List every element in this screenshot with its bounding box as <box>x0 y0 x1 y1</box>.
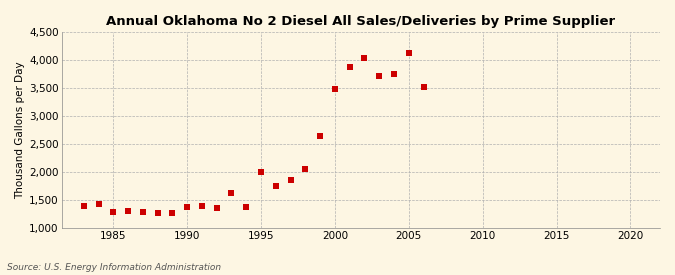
Point <box>359 56 370 60</box>
Point <box>167 211 178 216</box>
Point <box>138 210 148 214</box>
Point <box>78 204 89 208</box>
Point <box>404 51 414 56</box>
Point <box>108 210 119 214</box>
Point <box>256 170 267 174</box>
Point <box>182 205 192 209</box>
Point <box>241 205 252 209</box>
Title: Annual Oklahoma No 2 Diesel All Sales/Deliveries by Prime Supplier: Annual Oklahoma No 2 Diesel All Sales/De… <box>106 15 616 28</box>
Point <box>286 178 296 183</box>
Point <box>211 206 222 210</box>
Point <box>315 134 325 138</box>
Point <box>389 72 400 76</box>
Point <box>374 74 385 78</box>
Point <box>329 86 340 91</box>
Point <box>344 64 355 69</box>
Point <box>93 202 104 207</box>
Text: Source: U.S. Energy Information Administration: Source: U.S. Energy Information Administ… <box>7 263 221 272</box>
Point <box>123 209 134 213</box>
Point <box>153 211 163 215</box>
Point <box>300 167 310 171</box>
Y-axis label: Thousand Gallons per Day: Thousand Gallons per Day <box>15 61 25 199</box>
Point <box>418 85 429 90</box>
Point <box>196 204 207 208</box>
Point <box>271 184 281 188</box>
Point <box>226 191 237 196</box>
